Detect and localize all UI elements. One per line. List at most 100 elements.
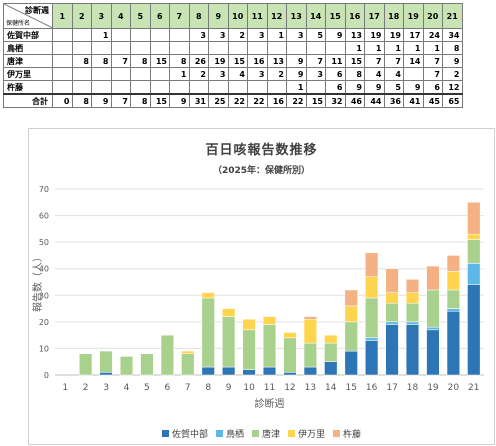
- bar-segment: [160, 334, 174, 376]
- count-cell: [169, 80, 190, 95]
- count-cell: 5: [383, 80, 404, 95]
- legend-swatch: [251, 430, 259, 437]
- count-cell: 3: [188, 28, 209, 42]
- count-cell: 3: [208, 28, 229, 42]
- bar-segment: [303, 342, 317, 368]
- x-tick-label: 5: [144, 383, 150, 393]
- x-tick-label: 11: [264, 383, 275, 393]
- week-header-12: 12: [266, 3, 287, 29]
- bar-segment: [385, 303, 399, 323]
- count-cell: [227, 80, 248, 95]
- x-tick-label: 4: [124, 383, 130, 393]
- count-cell: [110, 28, 131, 42]
- count-cell: [52, 80, 73, 95]
- count-cell: 1: [383, 41, 404, 55]
- count-cell: [91, 80, 112, 95]
- count-cell: 5: [305, 28, 326, 42]
- total-cell: 22: [247, 93, 268, 108]
- count-cell: [247, 80, 268, 95]
- bar-segment: [365, 276, 379, 299]
- chart-legend: 佐賀中部 鳥栖 唐津 伊万里 杵藤: [29, 427, 494, 440]
- legend-swatch: [215, 430, 223, 437]
- count-cell: [247, 41, 268, 55]
- count-cell: 1: [364, 41, 385, 55]
- week-header-4: 4: [110, 3, 131, 29]
- count-cell: [71, 67, 92, 81]
- bar-segment: [99, 372, 113, 376]
- count-cell: [208, 41, 229, 55]
- table-header-row: 診断週 保健所名 1 2 3 4 5 6 7 8 9 10 11 12 13 14 15 16 17 18 19 20…: [3, 3, 463, 29]
- count-cell: [325, 41, 346, 55]
- count-cell: 9: [442, 54, 463, 68]
- count-cell: 9: [403, 80, 424, 95]
- count-cell: [130, 80, 151, 95]
- week-header-7: 7: [169, 3, 190, 29]
- bar-segment: [262, 316, 277, 325]
- total-cell: 45: [422, 93, 443, 108]
- count-cell: [266, 41, 287, 55]
- bar-segment: [426, 265, 440, 291]
- table-body: 佐賀中部 1 3 3 2 3 1 3 5 9 13 19 19 17 24 34 鳥栖 1 1 1 1 1 8 唐津 8 8 7 8 1…: [3, 28, 463, 108]
- table-corner-cell: 診断週 保健所名: [3, 3, 53, 29]
- x-tick-label: 18: [407, 383, 419, 393]
- week-header-14: 14: [305, 3, 326, 29]
- bar-segment: [344, 305, 358, 323]
- bar-segment: [385, 321, 399, 325]
- count-cell: 4: [364, 67, 385, 81]
- total-cell: 46: [344, 93, 365, 108]
- count-cell: 1: [266, 28, 287, 42]
- y-tick-label: 20: [39, 318, 49, 327]
- bar-segment: [222, 308, 236, 317]
- count-cell: [188, 41, 209, 55]
- table-total-row: 合計 0 8 9 7 8 15 9 31 25 22 22 16 22 15 32 46 44 36 41 45 65: [3, 93, 463, 108]
- bar-segment: [467, 284, 481, 376]
- bar-segment: [365, 252, 379, 277]
- legend-label: 杵藤: [343, 430, 362, 440]
- week-header-10: 10: [227, 3, 248, 29]
- office-name: 杵藤: [3, 80, 53, 95]
- bar-segment: [222, 316, 236, 368]
- week-header-19: 19: [403, 3, 424, 29]
- bar-segment: [405, 279, 420, 293]
- count-cell: [71, 28, 92, 42]
- count-cell: [52, 54, 73, 68]
- count-cell: [91, 67, 112, 81]
- count-cell: 6: [422, 80, 443, 95]
- weekly-report-table: 診断週 保健所名 1 2 3 4 5 6 7 8 9 10 11 12 13 14 15 16 17 18 19 20…: [3, 3, 463, 108]
- bar-segment: [446, 310, 460, 376]
- week-header-6: 6: [149, 3, 170, 29]
- count-cell: 13: [344, 28, 365, 42]
- bar-segment: [344, 350, 358, 376]
- total-cell: 7: [110, 93, 131, 108]
- total-cell: 15: [305, 93, 326, 108]
- office-name: 伊万里: [3, 67, 53, 81]
- count-cell: [305, 41, 326, 55]
- count-cell: [71, 80, 92, 95]
- week-header-5: 5: [130, 3, 151, 29]
- count-cell: [149, 28, 170, 42]
- bar-segment: [283, 337, 297, 373]
- count-cell: 8: [169, 54, 190, 68]
- count-cell: 8: [442, 41, 463, 55]
- bar-segment: [385, 292, 399, 304]
- total-cell: 9: [169, 93, 190, 108]
- count-cell: 15: [344, 54, 365, 68]
- bar-segment: [446, 271, 460, 291]
- corner-office-label: 保健所名: [6, 20, 31, 27]
- legend-label: 佐賀中部: [171, 430, 208, 440]
- x-tick-label: 19: [427, 383, 439, 393]
- corner-week-label: 診断週: [25, 6, 49, 15]
- count-cell: [110, 80, 131, 95]
- total-cell: 0: [52, 93, 73, 108]
- count-cell: 9: [286, 54, 307, 68]
- count-cell: 14: [403, 54, 424, 68]
- table-row: 佐賀中部 1 3 3 2 3 1 3 5 9 13 19 19 17 24 34: [3, 28, 463, 42]
- count-cell: 1: [286, 80, 307, 95]
- y-tick-label: 10: [39, 344, 49, 353]
- total-cell: 32: [325, 93, 346, 108]
- bar-segment: [242, 369, 256, 376]
- count-cell: 17: [403, 28, 424, 42]
- count-cell: 19: [383, 28, 404, 42]
- count-cell: 11: [325, 54, 346, 68]
